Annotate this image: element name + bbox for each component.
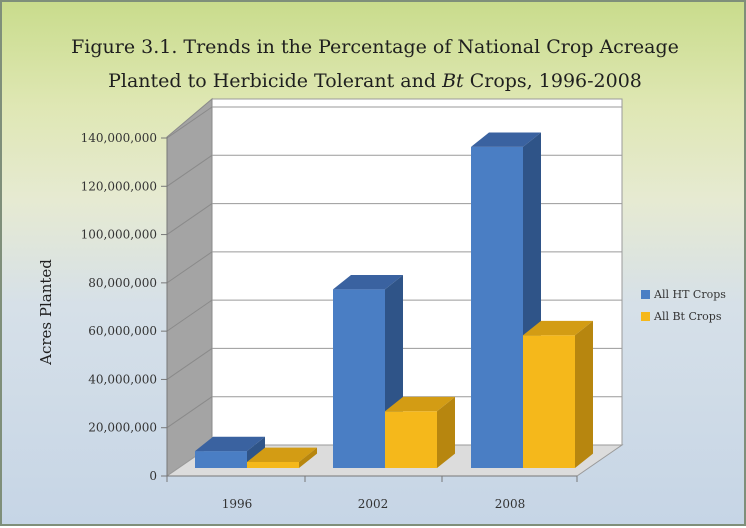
y-tick-label: 60,000,000 xyxy=(88,324,157,338)
bar-top xyxy=(195,436,265,452)
x-tick-label: 1996 xyxy=(222,497,253,511)
bar-front xyxy=(523,335,575,468)
bar-top xyxy=(247,447,317,462)
chart-title-line-2: Planted to Herbicide Tolerant and Bt Cro… xyxy=(2,70,746,92)
bar-side xyxy=(575,320,593,468)
chart-title-line-2-start: Planted to Herbicide Tolerant and xyxy=(108,70,443,92)
y-tick-label: 0 xyxy=(149,469,157,483)
y-tick-label: 140,000,000 xyxy=(81,131,157,145)
y-tick-label: 80,000,000 xyxy=(88,276,157,290)
gridline-side xyxy=(166,154,213,187)
side-wall xyxy=(166,97,213,477)
gridline-side xyxy=(166,203,213,235)
bar-front xyxy=(471,146,523,468)
y-tick-label: 40,000,000 xyxy=(88,372,157,386)
y-tick-label: 120,000,000 xyxy=(81,179,157,193)
legend-label: All HT Crops xyxy=(653,288,726,301)
y-tick-label: 20,000,000 xyxy=(88,421,157,435)
y-axis-label: Acres Planted xyxy=(37,259,55,366)
gridline-side xyxy=(166,106,213,139)
gridline-side xyxy=(166,299,213,332)
chart-title-line-1: Figure 3.1. Trends in the Percentage of … xyxy=(71,36,679,58)
gridline-side xyxy=(166,348,213,380)
bar-front xyxy=(333,289,385,468)
x-tick-label: 2008 xyxy=(495,497,526,511)
bar-side xyxy=(299,447,317,468)
bar-top xyxy=(385,396,455,412)
gridline-side xyxy=(166,396,213,429)
bar-top xyxy=(471,132,541,147)
chart-title-line-2-end: Crops, 1996-2008 xyxy=(463,70,642,92)
bar-front xyxy=(247,461,299,468)
bar-front xyxy=(385,411,437,468)
legend-swatch xyxy=(641,312,650,321)
gridline-side xyxy=(166,251,213,284)
legend-swatch xyxy=(641,290,650,299)
x-tick-label: 2002 xyxy=(358,497,389,511)
bar-side xyxy=(437,396,455,468)
bar-top xyxy=(333,274,403,290)
bar-front xyxy=(195,451,247,468)
bar-top xyxy=(523,320,593,336)
chart-title-bt: Bt xyxy=(442,70,464,92)
y-tick-label: 100,000,000 xyxy=(81,228,157,242)
legend-label: All Bt Crops xyxy=(653,310,722,323)
